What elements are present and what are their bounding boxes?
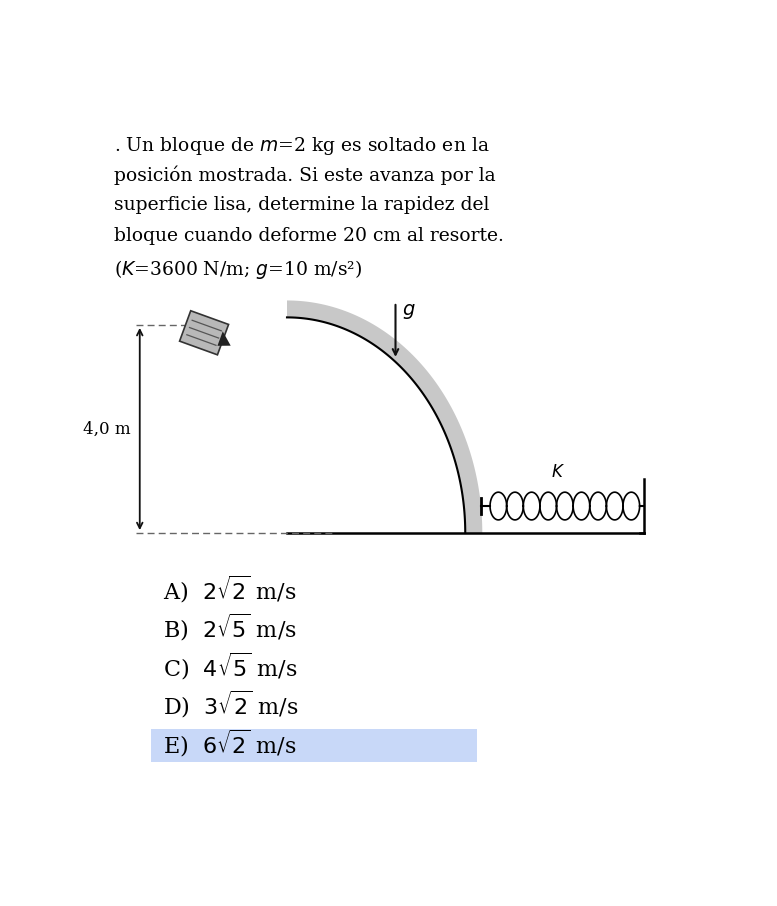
Text: 4,0 m: 4,0 m: [83, 420, 131, 438]
Text: B)  $2\sqrt{5}$ m/s: B) $2\sqrt{5}$ m/s: [163, 612, 297, 643]
Text: D)  $3\sqrt{2}$ m/s: D) $3\sqrt{2}$ m/s: [163, 689, 298, 720]
Polygon shape: [218, 332, 231, 346]
Text: . Un bloque de $m$=2 kg es soltado en la: . Un bloque de $m$=2 kg es soltado en la: [114, 135, 490, 157]
Text: A)  $2\sqrt{2}$ m/s: A) $2\sqrt{2}$ m/s: [163, 573, 297, 605]
Text: $K$: $K$: [551, 465, 565, 481]
FancyBboxPatch shape: [179, 311, 228, 355]
Text: E)  $6\sqrt{2}$ m/s: E) $6\sqrt{2}$ m/s: [163, 728, 297, 759]
Text: posición mostrada. Si este avanza por la: posición mostrada. Si este avanza por la: [114, 166, 496, 185]
Text: $g$: $g$: [402, 302, 416, 321]
Polygon shape: [287, 301, 483, 533]
Text: superficie lisa, determine la rapidez del: superficie lisa, determine la rapidez de…: [114, 197, 490, 215]
Text: C)  $4\sqrt{5}$ m/s: C) $4\sqrt{5}$ m/s: [163, 651, 298, 682]
Text: ($K$=3600 N/m; $g$=10 m/s²): ($K$=3600 N/m; $g$=10 m/s²): [114, 258, 363, 281]
Text: bloque cuando deforme 20 cm al resorte.: bloque cuando deforme 20 cm al resorte.: [114, 227, 504, 246]
FancyBboxPatch shape: [152, 729, 477, 762]
